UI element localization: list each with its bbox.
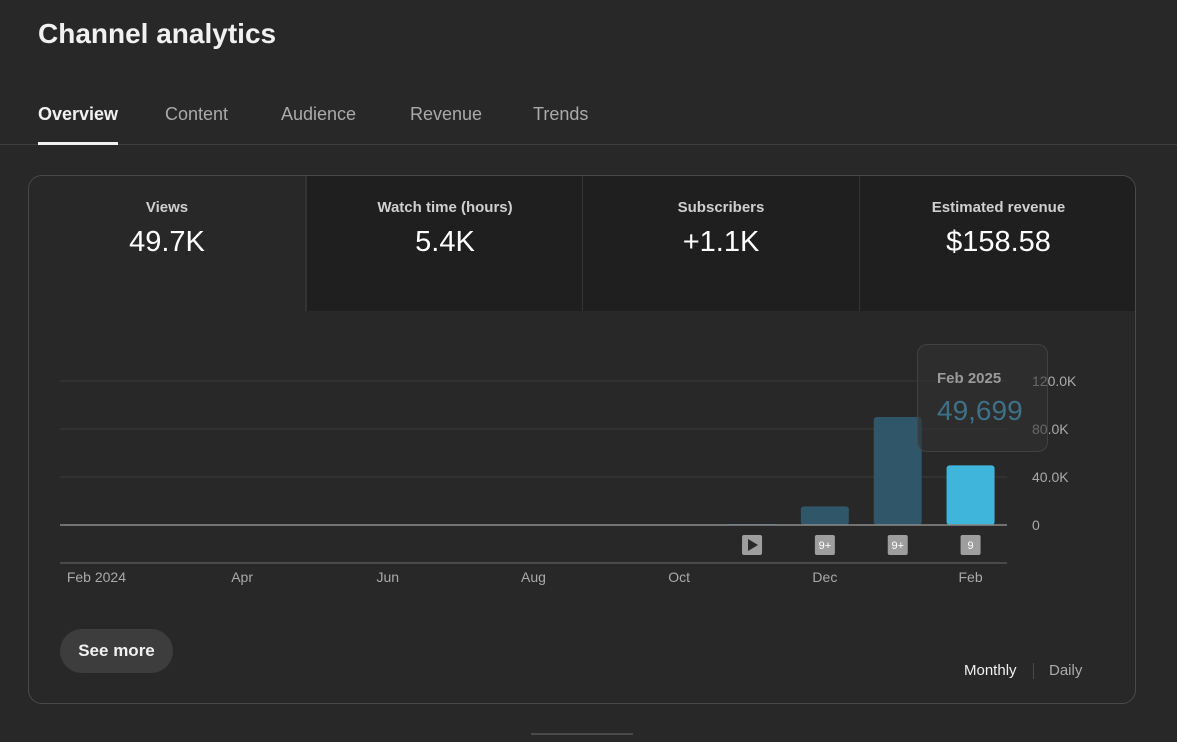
metric-value: $158.58 [946, 226, 1051, 258]
video-marker-label: 9 [968, 540, 974, 552]
y-tick-label: 40.0K [1032, 469, 1069, 485]
tab-overview[interactable]: Overview [38, 104, 119, 145]
chart-bar[interactable] [800, 506, 849, 525]
x-tick-label: Apr [231, 569, 253, 585]
metric-label: Views [145, 199, 189, 216]
tab-bar: Overview Content Audience Revenue Trends [0, 90, 1177, 145]
chart-bar[interactable] [873, 417, 922, 525]
scroll-handle[interactable] [531, 733, 633, 735]
metric-views[interactable]: Views 49.7K [29, 176, 306, 311]
video-marker [960, 535, 981, 555]
tab-audience[interactable]: Audience [281, 104, 357, 124]
x-tick-label: Aug [521, 569, 546, 585]
y-tick-label: 0 [1032, 517, 1040, 533]
play-icon [748, 539, 759, 551]
metric-value: 5.4K [415, 226, 475, 258]
metric-label: Estimated revenue [931, 199, 1066, 216]
tab-revenue[interactable]: Revenue [410, 104, 483, 124]
metric-value: +1.1K [682, 226, 760, 258]
video-marker [814, 535, 835, 555]
see-more-button[interactable]: See more [60, 629, 173, 673]
video-marker-label: 9+ [891, 540, 904, 552]
metric-subscribers[interactable]: Subscribers +1.1K [582, 176, 859, 311]
tooltip-label: Feb 2025 [937, 370, 1002, 387]
page-title: Channel analytics [38, 18, 277, 49]
video-marker [887, 535, 908, 555]
x-tick-label: Oct [668, 569, 690, 585]
metric-label: Subscribers [677, 199, 765, 216]
x-tick-label: Feb [959, 569, 983, 585]
tooltip-value: 49,699 [937, 395, 1023, 426]
granularity-monthly[interactable]: Monthly [964, 662, 1017, 679]
metric-watch-time[interactable]: Watch time (hours) 5.4K [306, 176, 583, 311]
chart-tooltip: Feb 2025 49,699 [917, 344, 1048, 452]
tab-content[interactable]: Content [165, 104, 229, 124]
granularity-daily[interactable]: Daily [1049, 662, 1083, 679]
granularity-divider [1033, 663, 1034, 679]
x-tick-label: Dec [812, 569, 837, 585]
metric-estimated-revenue[interactable]: Estimated revenue $158.58 [859, 176, 1135, 311]
x-tick-label: Feb 2024 [67, 569, 126, 585]
metric-value: 49.7K [129, 226, 205, 258]
metric-label: Watch time (hours) [377, 199, 513, 216]
chart-bar[interactable] [946, 465, 995, 525]
x-tick-label: Jun [377, 569, 400, 585]
analytics-card: Views 49.7K Watch time (hours) 5.4K Subs… [28, 175, 1136, 704]
video-marker-label: 9+ [819, 540, 832, 552]
tab-trends[interactable]: Trends [533, 104, 589, 124]
